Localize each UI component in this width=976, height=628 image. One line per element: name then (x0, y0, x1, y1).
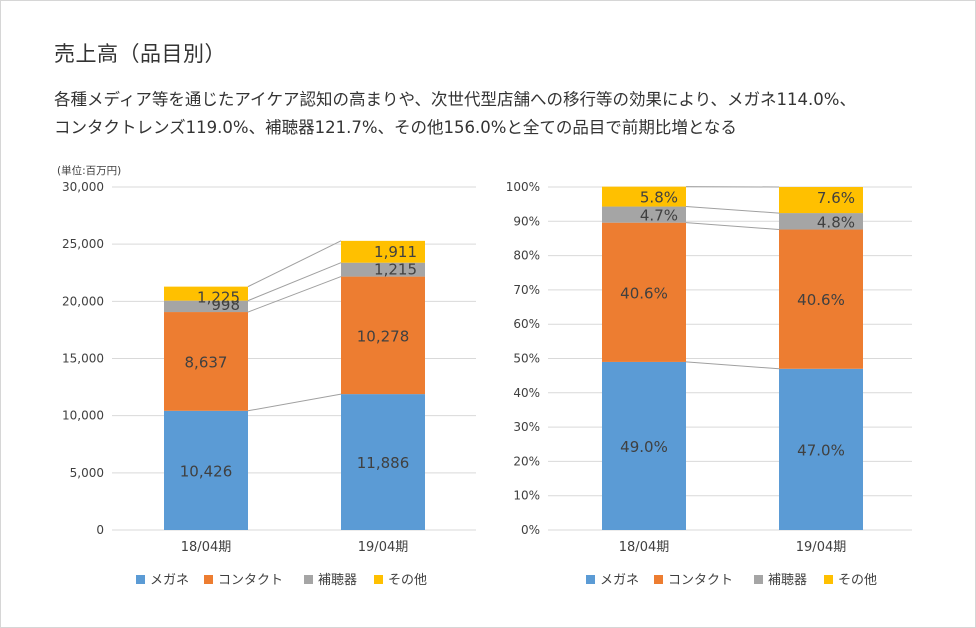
bar-segment-1 (164, 410, 248, 530)
sales-amount-chart: (単位:百万円) 0 5,000 10,000 15,000 20,000 25,000 30… (57, 164, 476, 588)
bar-segment-3 (602, 206, 686, 223)
bar-segment-3 (779, 213, 863, 230)
data-label: 49.0% (620, 438, 668, 456)
y-tick-label: 20% (513, 454, 540, 468)
series-connector-line (247, 262, 342, 302)
sales-share-chart: 0% 10% 20% 30% 40% 50% 60% 70% 80% 90% 100% 49.0% 40… (506, 180, 912, 588)
legend-label: コンタクト (218, 573, 283, 588)
y-tick-label: 40% (513, 386, 540, 400)
data-label: 1,215 (374, 261, 417, 279)
legend-swatch (586, 575, 595, 584)
legend-label: メガネ (600, 573, 639, 588)
x-category-label: 18/04期 (619, 540, 669, 555)
data-label: 7.6% (817, 189, 855, 207)
y-tick-label: 0% (521, 523, 540, 537)
y-tick-label: 100% (506, 180, 540, 194)
bar-segment-3 (341, 262, 425, 277)
legend-swatch (304, 575, 313, 584)
legend-label: メガネ (150, 573, 189, 588)
bar-segment-1 (602, 361, 686, 530)
y-tick-label: 50% (513, 352, 540, 366)
data-label: 1,225 (197, 289, 240, 307)
series-connector-line (685, 206, 780, 214)
y-tick-label: 5,000 (70, 466, 104, 480)
bar-segment-2 (602, 222, 686, 362)
x-category-label: 18/04期 (181, 540, 231, 555)
data-label: 10,278 (357, 327, 410, 345)
series-connector-line (247, 240, 342, 288)
data-label: 1,911 (374, 243, 417, 261)
y-tick-label: 20,000 (62, 294, 104, 308)
legend-swatch (136, 575, 145, 584)
y-tick-label: 0 (96, 523, 104, 537)
legend-label: 補聴器 (768, 573, 807, 588)
data-label: 40.6% (797, 291, 845, 309)
series-connector-line (247, 393, 342, 412)
x-category-label: 19/04期 (358, 540, 408, 555)
legend-swatch (654, 575, 663, 584)
y-tick-label: 15,000 (62, 352, 104, 366)
y-tick-label: 80% (513, 249, 540, 263)
y-tick-label: 90% (513, 214, 540, 228)
bar-segment-1 (779, 368, 863, 530)
bar-segment-4 (341, 240, 425, 263)
y-tick-label: 60% (513, 317, 540, 331)
y-tick-label: 30,000 (62, 180, 104, 194)
data-label: 8,637 (185, 353, 228, 371)
x-category-label: 19/04期 (796, 540, 846, 555)
description: 各種メディア等を通じたアイケア認知の高まりや、次世代型店舗への移行等の効果により… (54, 86, 954, 142)
description-line-2: コンタクトレンズ119.0%、補聴器121.7%、その他156.0%と全ての品目… (54, 118, 737, 137)
page-title: 売上高（品目別） (54, 42, 226, 66)
series-connector-line (247, 276, 342, 313)
bar-segment-1 (341, 394, 425, 530)
bar-segment-4 (602, 186, 686, 207)
y-tick-label: 70% (513, 283, 540, 297)
data-label: 4.7% (640, 207, 678, 225)
legend-swatch (374, 575, 383, 584)
series-connector-line (685, 222, 780, 231)
y-tick-label: 10,000 (62, 409, 104, 423)
legend-swatch (754, 575, 763, 584)
legend-swatch (824, 575, 833, 584)
legend-label: 補聴器 (318, 573, 357, 588)
bar-segment-2 (779, 229, 863, 369)
data-label: 47.0% (797, 441, 845, 459)
bar-segment-2 (164, 312, 248, 411)
legend-swatch (204, 575, 213, 584)
bar-segment-3 (164, 300, 248, 313)
data-label: 11,886 (357, 454, 410, 472)
y-tick-label: 10% (513, 489, 540, 503)
y-tick-label: 30% (513, 420, 540, 434)
data-label: 5.8% (640, 189, 678, 207)
description-line-1: 各種メディア等を通じたアイケア認知の高まりや、次世代型店舗への移行等の効果により… (54, 90, 856, 109)
data-label: 10,426 (180, 462, 233, 480)
bar-segment-2 (341, 276, 425, 395)
legend-label: その他 (388, 573, 427, 588)
legend-label: その他 (838, 573, 877, 588)
y-tick-label: 25,000 (62, 237, 104, 251)
bar-segment-4 (779, 187, 863, 214)
unit-label: (単位:百万円) (57, 164, 121, 177)
data-label: 4.8% (817, 214, 855, 232)
legend-label: コンタクト (668, 573, 733, 588)
series-connector-line (685, 361, 780, 370)
data-label: 40.6% (620, 284, 668, 302)
bar-segment-4 (164, 286, 248, 301)
